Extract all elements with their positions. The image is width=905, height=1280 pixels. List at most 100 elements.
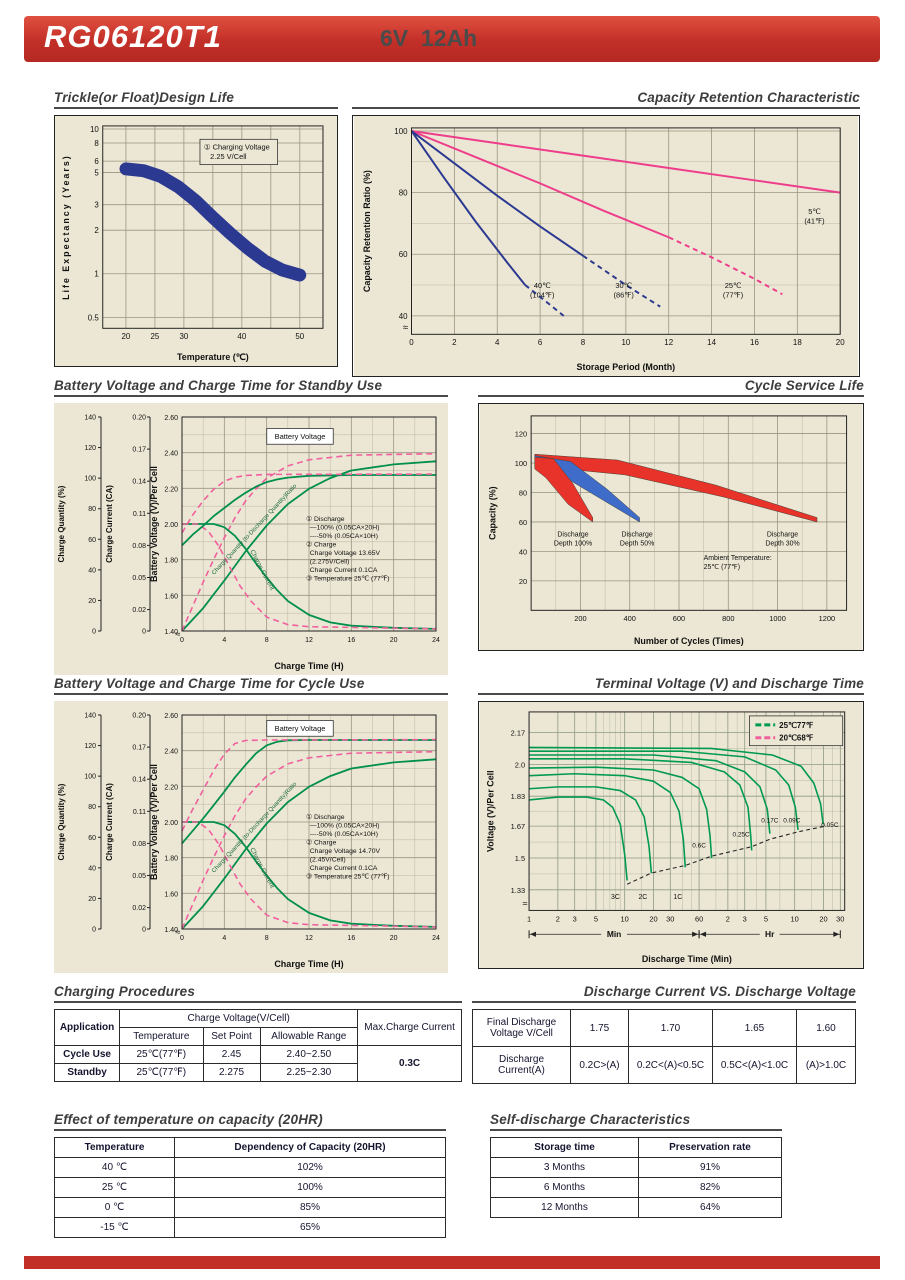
svg-text:1.80: 1.80 [164,558,178,565]
section-title-terminal-voltage: Terminal Voltage (V) and Discharge Time [478,676,864,695]
section-cycle-service-life: Cycle Service Life 200 400 600 800 1000 1200 2… [478,378,864,651]
svg-text:1000: 1000 [769,614,786,623]
svg-text:2: 2 [452,338,456,347]
svg-text:5: 5 [764,914,768,923]
temperature-effect-table: Temperature Dependency of Capacity (20HR… [54,1137,446,1238]
terminal-voltage-chart: 1 2 3 5 10 20 30 60 2 3 5 10 20 30 1.33 1.5 1.67 1.83 2.0 2… [478,701,864,969]
svg-text:100: 100 [515,459,527,468]
section-title-discharge-current-voltage: Discharge Current VS. Discharge Voltage [472,984,856,1003]
svg-text:3C: 3C [611,894,620,901]
svg-text:25℃77℉: 25℃77℉ [779,721,814,730]
trickle-design-life-chart: 20 25 30 40 50 0.5 1 2 3 5 6 8 10 ① Charging Voltage … [54,115,338,367]
svg-text:0.05: 0.05 [132,575,146,582]
svg-text:10: 10 [791,914,799,923]
svg-text:0: 0 [92,927,96,934]
section-temperature-effect: Effect of temperature on capacity (20HR)… [54,1112,446,1238]
svg-text:30: 30 [666,914,674,923]
svg-text:Battery Voltage: Battery Voltage [275,432,326,441]
svg-text:Temperature (℃): Temperature (℃) [177,352,249,362]
table-row: -15 ℃ 65% [54,1217,446,1238]
svg-text:① Discharge —100% (0.05CA×20H: ① Discharge —100% (0.05CA×20H) ----50% (… [306,515,390,583]
section-discharge-current-voltage: Discharge Current VS. Discharge Voltage … [472,984,856,1084]
svg-text:2.20: 2.20 [164,784,178,791]
svg-text:10: 10 [621,914,629,923]
cell-voltage-value: 1.60 [796,1009,856,1047]
cell-current-range: 0.2C<(A)<0.5C [628,1046,713,1084]
svg-text:1.67: 1.67 [511,822,525,831]
svg-text:25: 25 [151,332,160,341]
svg-text:0: 0 [180,935,184,942]
cell-capacity: 65% [174,1217,446,1238]
svg-text:1.40: 1.40 [164,927,178,934]
cell-preservation-rate: 91% [638,1157,782,1178]
svg-text:1: 1 [527,914,531,923]
svg-text:40: 40 [88,567,96,574]
svg-text:40℃(104℉): 40℃ (104℉) [530,281,555,299]
footer-bar [24,1256,880,1269]
svg-text:2.40: 2.40 [164,451,178,458]
svg-text:Charge Quantity (%): Charge Quantity (%) [57,783,66,860]
svg-text:2C: 2C [638,894,647,901]
svg-text:5: 5 [594,914,598,923]
cell-set-point: 2.275 [202,1063,261,1082]
svg-text:Charge Time (H): Charge Time (H) [274,661,343,671]
svg-text:20: 20 [819,914,827,923]
cell-discharge-current-header: Discharge Current(A) [472,1046,571,1084]
svg-text:0.08: 0.08 [132,543,146,550]
svg-text:40: 40 [237,332,246,341]
svg-text:20: 20 [649,914,657,923]
svg-text:30: 30 [179,332,188,341]
svg-text:Capacity Retention Ratio (%): Capacity Retention Ratio (%) [362,170,372,292]
svg-text:2: 2 [556,914,560,923]
self-discharge-table: Storage time Preservation rate 3 Months … [490,1137,782,1218]
svg-text:Life Expectancy (Years): Life Expectancy (Years) [61,154,71,300]
cycle-service-life-chart: 200 400 600 800 1000 1200 20 40 60 80 100 120 Discha… [478,403,864,651]
svg-text:0.25C: 0.25C [732,831,750,838]
charging-procedures-table: Application Charge Voltage(V/Cell) Max.C… [53,1009,462,1082]
cell-temperature: 25℃(77℉) [119,1045,204,1064]
cell-capacity: 102% [174,1157,446,1178]
svg-text:1.60: 1.60 [164,891,178,898]
svg-text:3: 3 [573,914,577,923]
svg-text:0.5: 0.5 [88,313,100,322]
cell-charge-voltage-header: Charge Voltage(V/Cell) [119,1009,359,1028]
svg-text:20: 20 [390,637,398,644]
cell-current-range: (A)>1.0C [796,1046,856,1084]
svg-text:20: 20 [390,935,398,942]
svg-text:1: 1 [94,270,99,279]
svg-text:1.5: 1.5 [515,854,525,863]
svg-text:5℃(41℉): 5℃ (41℉) [804,207,825,225]
svg-text:20℃68℉: 20℃68℉ [779,734,814,743]
table-row: Discharge Current(A) 0.2C>(A) 0.2C<(A)<0… [472,1046,856,1084]
svg-text:8: 8 [265,935,269,942]
svg-text:30℃(86℉): 30℃ (86℉) [614,281,635,299]
svg-text:16: 16 [347,637,355,644]
cycle-use-charge-chart: 0 4 8 12 16 20 24 1.40 1.60 1.80 2.00 2.20 2.40 2.60 0… [54,701,448,973]
standby-charge-chart: 0 4 8 12 16 20 24 1.40 1.60 1.80 2.00 2.20 2.40 2.60 0… [54,403,448,675]
svg-text:50: 50 [295,332,304,341]
svg-text:3: 3 [94,201,99,210]
svg-text:Charge Time (H): Charge Time (H) [274,959,343,969]
cell-application: Standby [53,1063,121,1082]
cell-application: Cycle Use [53,1045,121,1064]
svg-text:≈: ≈ [176,927,181,937]
table-row: 6 Months 82% [490,1177,782,1198]
svg-text:Battery Voltage (V)/Per Cell: Battery Voltage (V)/Per Cell [149,466,159,582]
table-row: 25 ℃ 100% [54,1177,446,1198]
cell-current-range: 0.5C<(A)<1.0C [712,1046,797,1084]
svg-text:25℃(77℉): 25℃ (77℉) [723,281,744,299]
cell-temperature: 25℃(77℉) [119,1063,204,1082]
cell-set-point: 2.45 [202,1045,261,1064]
svg-text:0: 0 [142,927,146,934]
svg-text:40: 40 [88,865,96,872]
svg-text:0.14: 0.14 [132,479,146,486]
table-row: 40 ℃ 102% [54,1157,446,1178]
svg-text:2.17: 2.17 [511,729,525,738]
section-title-charging-procedures: Charging Procedures [54,984,462,1003]
svg-text:0.17: 0.17 [132,447,146,454]
svg-text:2.00: 2.00 [164,820,178,827]
svg-text:24: 24 [432,935,440,942]
